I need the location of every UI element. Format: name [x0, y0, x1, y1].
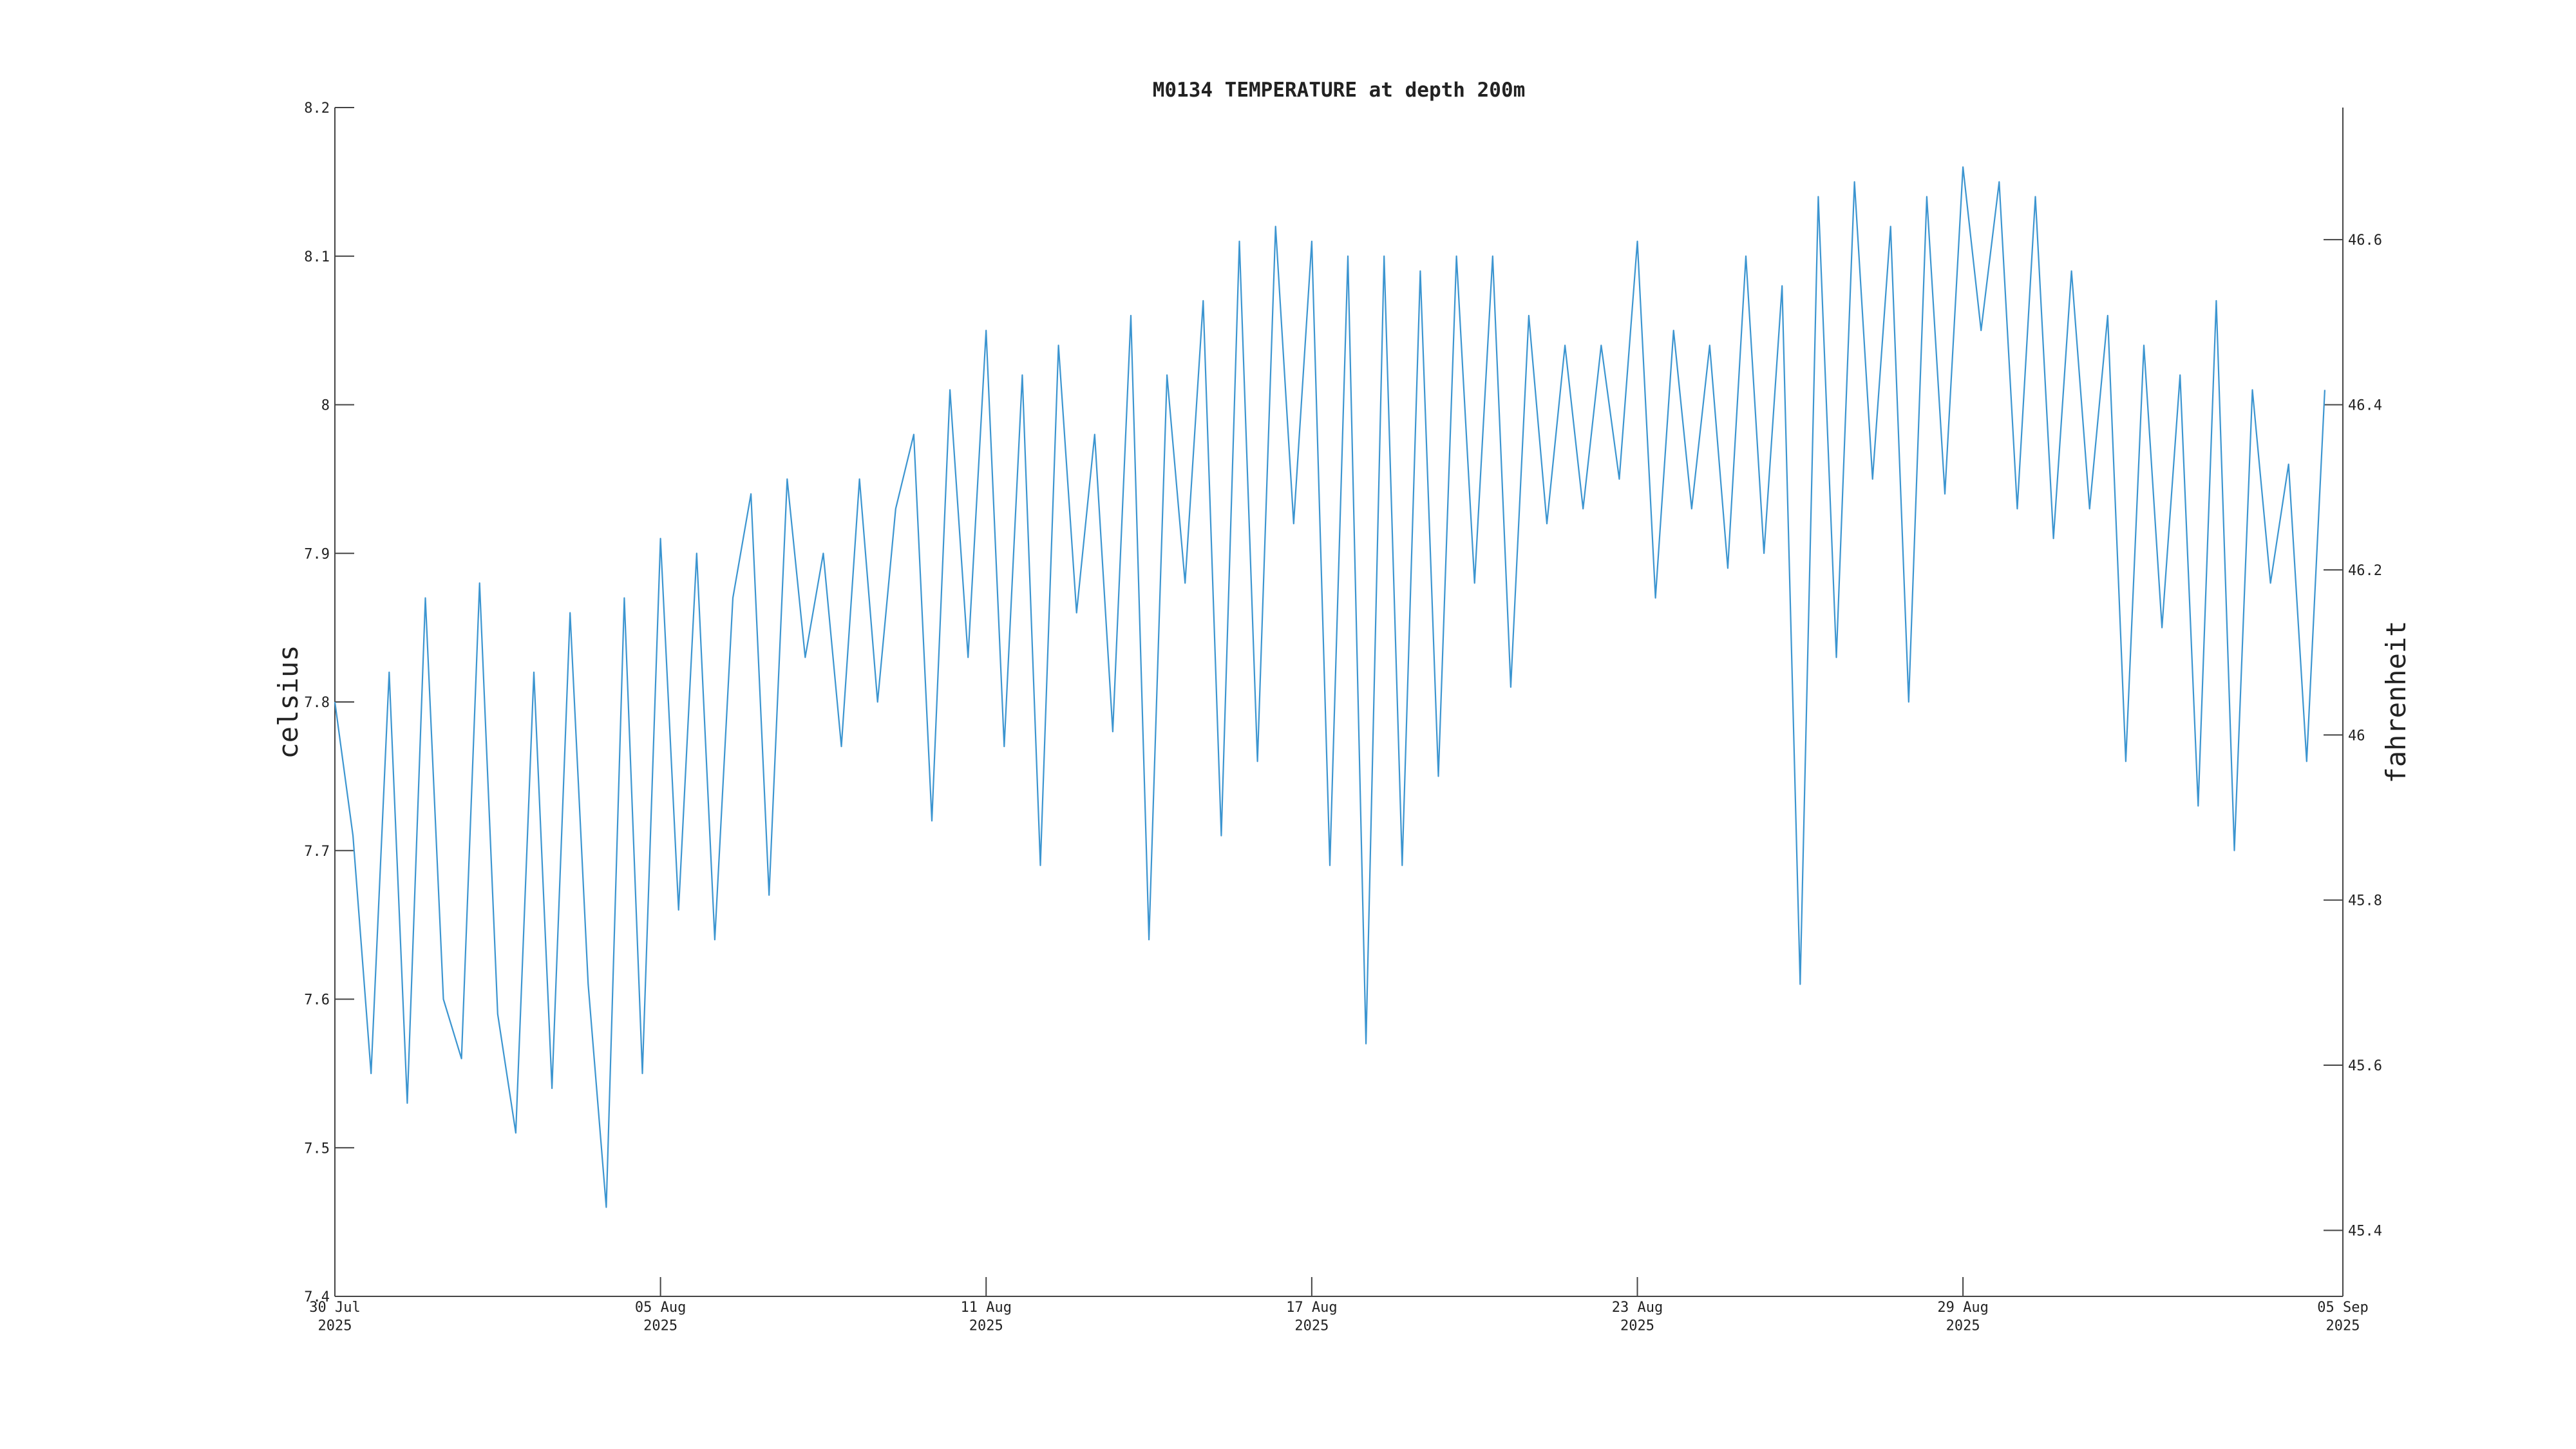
- data-line: [334, 166, 2325, 1208]
- x-tick-label: 23 Aug 2025: [1612, 1300, 1663, 1334]
- y-tick-label: 7.4: [304, 1289, 330, 1305]
- x-tick-label: 29 Aug 2025: [1937, 1300, 1988, 1334]
- y-axis-label: celsius: [272, 645, 304, 759]
- chart-title: M0134 TEMPERATURE at depth 200m: [1153, 79, 1526, 102]
- y-tick-label: 7.5: [304, 1141, 330, 1157]
- x-tick-label: 30 Jul 2025: [309, 1300, 360, 1334]
- x-tick-label: 17 Aug 2025: [1286, 1300, 1337, 1334]
- y2-tick-label: 45.4: [2348, 1223, 2382, 1239]
- x-tick-label: 05 Sep 2025: [2317, 1300, 2368, 1334]
- x-tick-label: 11 Aug 2025: [961, 1300, 1012, 1334]
- y-tick-label: 7.9: [304, 546, 330, 562]
- y-tick-label: 7.8: [304, 695, 330, 711]
- y2-tick-label: 46.6: [2348, 232, 2382, 249]
- y-tick-label: 7.7: [304, 844, 330, 860]
- y2-tick-label: 45.6: [2348, 1058, 2382, 1074]
- y2-tick-label: 46: [2348, 728, 2365, 744]
- y-tick-label: 8.1: [304, 249, 330, 265]
- y-tick-label: 8.2: [304, 100, 330, 117]
- y-tick-label: 8: [321, 398, 330, 414]
- y2-tick-label: 45.8: [2348, 893, 2382, 909]
- y2-tick-label: 46.4: [2348, 398, 2382, 414]
- x-tick-label: 05 Aug 2025: [635, 1300, 686, 1334]
- y2-axis-label: fahrenheit: [2380, 621, 2412, 784]
- y2-tick-label: 46.2: [2348, 563, 2382, 579]
- y-tick-label: 7.6: [304, 992, 330, 1009]
